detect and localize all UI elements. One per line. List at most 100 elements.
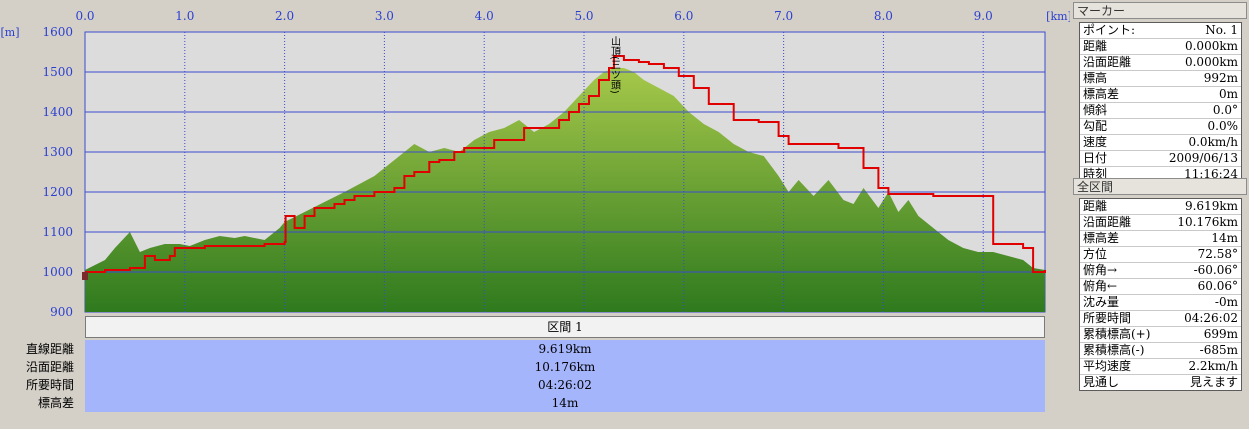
x-tick-label: 3.0 [375, 9, 394, 23]
marker-row-label: 速度 [1083, 135, 1108, 149]
terrain-area [85, 68, 1045, 312]
x-unit-label: [km] [1046, 10, 1070, 23]
range-row: 沈み量 -0m [1080, 295, 1241, 311]
marker-row-value: 0m [1218, 87, 1238, 101]
marker-row-value: 0.0% [1207, 119, 1239, 133]
x-tick-label: 9.0 [974, 9, 993, 23]
marker-row: 傾斜 0.0° [1080, 103, 1241, 119]
summary-value-duration: 04:26:02 [538, 378, 592, 392]
range-row: 見通し 見えます [1080, 375, 1241, 390]
marker-row-label: 距離 [1083, 39, 1108, 53]
marker-row: ポイント: No. 1 [1080, 23, 1241, 39]
range-row: 標高差 14m [1080, 231, 1241, 247]
range-row: 累積標高(-) -685m [1080, 343, 1241, 359]
range-row: 方位 72.58° [1080, 247, 1241, 263]
side-panel: マーカー ポイント: No. 1 距離 0.000km 沿面距離 0.000km 標高… [1071, 0, 1249, 429]
x-tick-label: 6.0 [674, 9, 693, 23]
range-row-label: 累積標高(-) [1083, 343, 1145, 357]
range-row-label: 所要時間 [1083, 311, 1132, 325]
marker-panel-header[interactable]: マーカー [1073, 2, 1247, 19]
range-row-label: 見通し [1083, 375, 1120, 389]
marker-row: 時刻 11:16:24 [1080, 167, 1241, 182]
marker-row-value: 0.000km [1184, 55, 1238, 69]
x-tick-label: 0.0 [75, 9, 94, 23]
summary-value-straight-distance: 9.619km [538, 342, 592, 356]
marker-row: 標高 992m [1080, 71, 1241, 87]
range-row: 所要時間 04:26:02 [1080, 311, 1241, 327]
y-unit-label: [m] [0, 26, 19, 39]
range-row-value: 10.176km [1177, 215, 1238, 229]
marker-row-label: 日付 [1083, 151, 1108, 165]
marker-row-label: 時刻 [1083, 167, 1108, 181]
y-tick-label: 900 [50, 305, 73, 316]
range-panel-header[interactable]: 全区間 [1073, 178, 1247, 195]
range-row-label: 俯角→ [1083, 263, 1118, 277]
range-row-value: -685m [1199, 343, 1238, 357]
range-row-value: 72.58° [1197, 247, 1238, 261]
x-tick-label: 7.0 [774, 9, 793, 23]
peak-annotation: 山頂(三ツ頭) [608, 36, 620, 94]
section-bar[interactable]: 区間 1 [85, 316, 1045, 338]
summary-values: 9.619km 10.176km 04:26:02 14m [85, 340, 1045, 412]
x-tick-label: 1.0 [175, 9, 194, 23]
range-row: 距離 9.619km [1080, 199, 1241, 215]
y-tick-label: 1600 [42, 25, 73, 39]
marker-row-value: 992m [1203, 71, 1238, 85]
marker-row: 勾配 0.0% [1080, 119, 1241, 135]
range-row: 累積標高(+) 699m [1080, 327, 1241, 343]
range-row: 俯角→ -60.06° [1080, 263, 1241, 279]
x-tick-label: 8.0 [874, 9, 893, 23]
summary-value-elevation-diff: 14m [551, 396, 579, 410]
start-marker-icon [82, 272, 88, 280]
range-row-label: 方位 [1083, 247, 1108, 261]
x-tick-label: 4.0 [475, 9, 494, 23]
marker-row-label: 勾配 [1083, 119, 1108, 133]
range-row-value: -0m [1214, 295, 1238, 309]
range-row-value: 04:26:02 [1184, 311, 1238, 325]
range-row-label: 距離 [1083, 199, 1108, 213]
range-row-label: 俯角← [1083, 279, 1118, 293]
range-row-label: 平均速度 [1083, 359, 1132, 373]
range-row-value: 14m [1211, 231, 1238, 245]
summary-labels: 直線距離 沿面距離 所要時間 標高差 [0, 340, 80, 412]
marker-row-label: ポイント: [1083, 23, 1136, 37]
y-tick-label: 1200 [42, 185, 73, 199]
x-tick-label: 5.0 [574, 9, 593, 23]
marker-row-value: 0.000km [1184, 39, 1238, 53]
y-tick-label: 1500 [42, 65, 73, 79]
marker-row-label: 沿面距離 [1083, 55, 1132, 69]
marker-row: 距離 0.000km [1080, 39, 1241, 55]
marker-row-label: 標高差 [1083, 87, 1120, 101]
y-tick-label: 1100 [42, 225, 73, 239]
marker-row-value: 2009/06/13 [1168, 151, 1238, 165]
marker-row-label: 標高 [1083, 71, 1108, 85]
summary-label-duration: 所要時間 [25, 378, 74, 392]
range-row-value: 見えます [1189, 375, 1238, 389]
track-line [85, 55, 1046, 273]
range-row-value: 699m [1203, 327, 1238, 341]
range-row-label: 沿面距離 [1083, 215, 1132, 229]
summary-label-straight-distance: 直線距離 [25, 342, 74, 356]
range-row: 平均速度 2.2km/h [1080, 359, 1241, 375]
range-row-label: 沈み量 [1083, 295, 1120, 309]
marker-row-value: 0.0° [1212, 103, 1238, 117]
elevation-chart[interactable]: 山頂(三ツ頭) 0.0 1.0 2.0 3.0 4.0 5.0 6.0 7.0 8.0 9.0 [km… [0, 0, 1070, 316]
range-row-label: 標高差 [1083, 231, 1120, 245]
marker-row: 標高差 0m [1080, 87, 1241, 103]
range-row: 沿面距離 10.176km [1080, 215, 1241, 231]
range-row-value: 9.619km [1184, 199, 1238, 213]
section-label: 区間 1 [547, 320, 583, 334]
marker-row-value: No. 1 [1205, 23, 1238, 37]
marker-row-value: 11:16:24 [1184, 167, 1238, 181]
summary-label-elevation-diff: 標高差 [37, 396, 74, 410]
range-row: 俯角← 60.06° [1080, 279, 1241, 295]
marker-row-label: 傾斜 [1083, 103, 1108, 117]
chart-area: 山頂(三ツ頭) 0.0 1.0 2.0 3.0 4.0 5.0 6.0 7.0 8.0 9.0 [km… [0, 0, 1070, 412]
marker-row: 速度 0.0km/h [1080, 135, 1241, 151]
y-tick-label: 1000 [42, 265, 73, 279]
marker-panel: ポイント: No. 1 距離 0.000km 沿面距離 0.000km 標高 992m … [1079, 22, 1242, 183]
summary-value-surface-distance: 10.176km [534, 360, 596, 374]
y-tick-label: 1400 [42, 105, 73, 119]
marker-row: 日付 2009/06/13 [1080, 151, 1241, 167]
marker-row-value: 0.0km/h [1188, 135, 1238, 149]
